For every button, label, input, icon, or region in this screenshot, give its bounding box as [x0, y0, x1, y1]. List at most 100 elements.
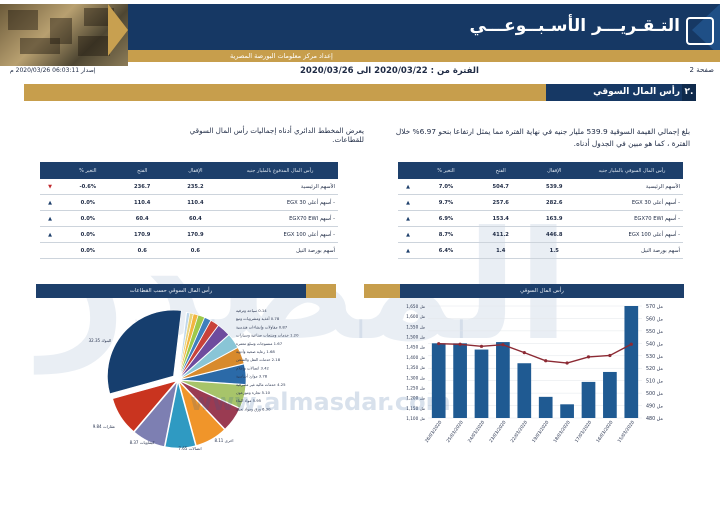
left-tick-label: مل 1,300	[406, 375, 425, 380]
left-tick-label: مل 1,500	[406, 335, 425, 340]
cell-close: 60.4	[168, 210, 222, 227]
line-point	[544, 359, 548, 363]
pie-slice	[179, 334, 239, 380]
line-point	[565, 361, 569, 365]
cell-name: - أسهم EGX70 EWI	[581, 210, 683, 227]
left-tick-label: مل 1,200	[406, 396, 425, 401]
cell-name: الأسهم الرئيسية	[581, 179, 683, 195]
x-tick-label: 16/03/2020	[595, 420, 615, 444]
right-tick-label: مل 560	[646, 316, 663, 322]
market-cap-bar-chart: مل 570 مل 560 مل 550 مل 540 مل 530 مل 520 مل 5…	[406, 304, 663, 444]
trend-icon	[40, 242, 60, 259]
line-point	[458, 342, 462, 346]
cell-change: 0.0%	[60, 226, 116, 243]
pie-label: 2.18 خدمات النقل والشحن	[236, 357, 281, 362]
trend-icon: ▲	[398, 226, 418, 243]
pie-label: 3.78 موارد أساسية	[236, 374, 268, 379]
cell-open: 236.7	[115, 179, 169, 195]
cell-close: 282.6	[527, 194, 581, 211]
x-tick-label: 18/03/2020	[552, 420, 572, 444]
trend-icon: ▲	[398, 210, 418, 227]
cell-change: 0.0%	[60, 210, 116, 227]
pie-slice	[179, 380, 241, 430]
issue-timestamp: إصدار 06:03:11 2020/03/26 م	[10, 67, 96, 74]
report-title: التـقـريـــر الأسـبــوعـــي	[469, 16, 680, 36]
x-tick-label: 22/03/2020	[510, 420, 530, 444]
col-close: الإقفال	[527, 162, 581, 179]
cell-close: 163.9	[527, 210, 581, 227]
cell-open: 411.2	[473, 226, 528, 243]
report-period: الفترة من : 2020/03/22 الى 2020/03/26	[300, 66, 479, 76]
section-number: ٢.	[682, 84, 696, 101]
line-point	[629, 342, 633, 346]
cell-open: 60.4	[115, 210, 169, 227]
table-row: ▲ 8.7% 411.2 446.8- أسهم أعلى 100 EGX	[398, 226, 683, 243]
bar	[603, 371, 617, 418]
cell-name: - أسهم أعلى 30 EGX	[581, 194, 683, 211]
trend-icon: ▲	[398, 179, 418, 195]
pie-label: 3.42 اتصالات وإعلام	[236, 365, 270, 371]
trend-icon: ▲	[398, 242, 418, 259]
pie-panel-tail	[306, 284, 336, 298]
header-subtitle: إعداد مركز معلومات البورصة المصرية	[230, 52, 333, 60]
pie-slice	[179, 325, 230, 379]
right-tick-label: مل 530	[646, 354, 663, 360]
pie-label: 5.10 تجارة وموزعون	[236, 390, 271, 395]
table-row: ▼ -0.6% 236.7 235.2 الأسهم الرئيسية	[40, 179, 338, 195]
pie-slice	[164, 381, 196, 449]
cell-name: أسهم بورصة النيل	[222, 242, 338, 259]
table-row: ▲ 7.0% 504.7 539.9 الأسهم الرئيسية	[398, 179, 683, 195]
pie-label: 0.87 مقاولات وإنشاءات هندسية	[236, 324, 288, 330]
cell-change: 6.9%	[418, 210, 474, 227]
header-photo	[0, 4, 128, 66]
cell-close: 1.5	[527, 242, 581, 259]
cell-close: 170.9	[168, 226, 222, 243]
cell-change: 0.0%	[60, 242, 116, 259]
market-cap-table: % التغير الفتح الإقفال رأس المال السوقي …	[398, 162, 683, 259]
bar	[624, 306, 639, 418]
pie-label: 0.78 أغذية ومشروبات وتبغ	[236, 316, 280, 321]
line-point	[608, 353, 612, 358]
left-tick-label: مل 1,650	[406, 304, 425, 309]
header-corner	[692, 4, 720, 56]
cell-name: أسهم بورصة النيل	[581, 242, 683, 259]
cell-open: 257.6	[473, 194, 528, 211]
pie-label: 9.84 عقارات	[93, 424, 116, 429]
pie-slice	[178, 320, 219, 379]
trend-icon: ▲	[40, 226, 60, 243]
cell-close: 446.8	[527, 226, 581, 243]
right-tick-label: مل 480	[646, 416, 663, 422]
x-tick-label: 17/03/2020	[574, 420, 594, 444]
x-tick-label: 15/03/2020	[617, 420, 637, 444]
left-tick-label: مل 1,350	[406, 365, 425, 370]
left-tick-label: مل 1,150	[406, 406, 425, 411]
table-row: ▲ 9.7% 257.6 282.6- أسهم أعلى 30 EGX	[398, 194, 683, 211]
table-row: 0.0% 0.6 0.6 أسهم بورصة النيل	[40, 242, 338, 259]
bar	[560, 404, 574, 418]
pie-label: 32.35 البنوك	[89, 338, 112, 343]
table-row: ▲ 0.0% 60.4 60.4- أسهم EGX70 EWI	[40, 210, 338, 227]
bar	[496, 342, 510, 418]
cell-name: - أسهم أعلى 30 EGX	[222, 194, 338, 211]
cell-name: - أسهم أعلى 100 EGX	[581, 226, 683, 243]
left-tick-label: مل 1,600	[406, 314, 425, 319]
cell-close: 110.4	[168, 194, 222, 211]
sector-pie-chart: 0.14 سياحة وترفيه 0.78 أغذية ومشروبات وتب…	[89, 308, 299, 451]
left-tick-label: مل 1,250	[406, 385, 425, 390]
cell-change: 0.0%	[60, 194, 116, 211]
cell-name: الأسهم الرئيسية	[222, 179, 338, 195]
cell-open: 153.4	[473, 210, 528, 227]
pie-label: 1.20 خدمات ومنتجات صناعية وسيارات	[236, 333, 299, 338]
pie-slice	[133, 380, 178, 447]
right-tick-label: مل 490	[646, 404, 663, 410]
page-number: صفحة 2	[689, 66, 714, 74]
pie-label: 7.65 اتصالات	[178, 446, 201, 451]
table-header-row: % التغير الفتح الإقفال رأس المال المدفوع…	[40, 162, 338, 179]
x-tick-label: 24/03/2020	[467, 420, 487, 444]
right-tick-label: مل 510	[646, 379, 663, 385]
bar-panel-tail	[364, 284, 400, 298]
trend-icon: ▲	[40, 210, 60, 227]
cell-name: - أسهم أعلى 100 EGX	[222, 226, 338, 243]
bar-panel-title: رأس المال السوقي	[400, 284, 684, 298]
pie-label: 6.30 ورق ومواد تعبئة	[236, 406, 271, 411]
